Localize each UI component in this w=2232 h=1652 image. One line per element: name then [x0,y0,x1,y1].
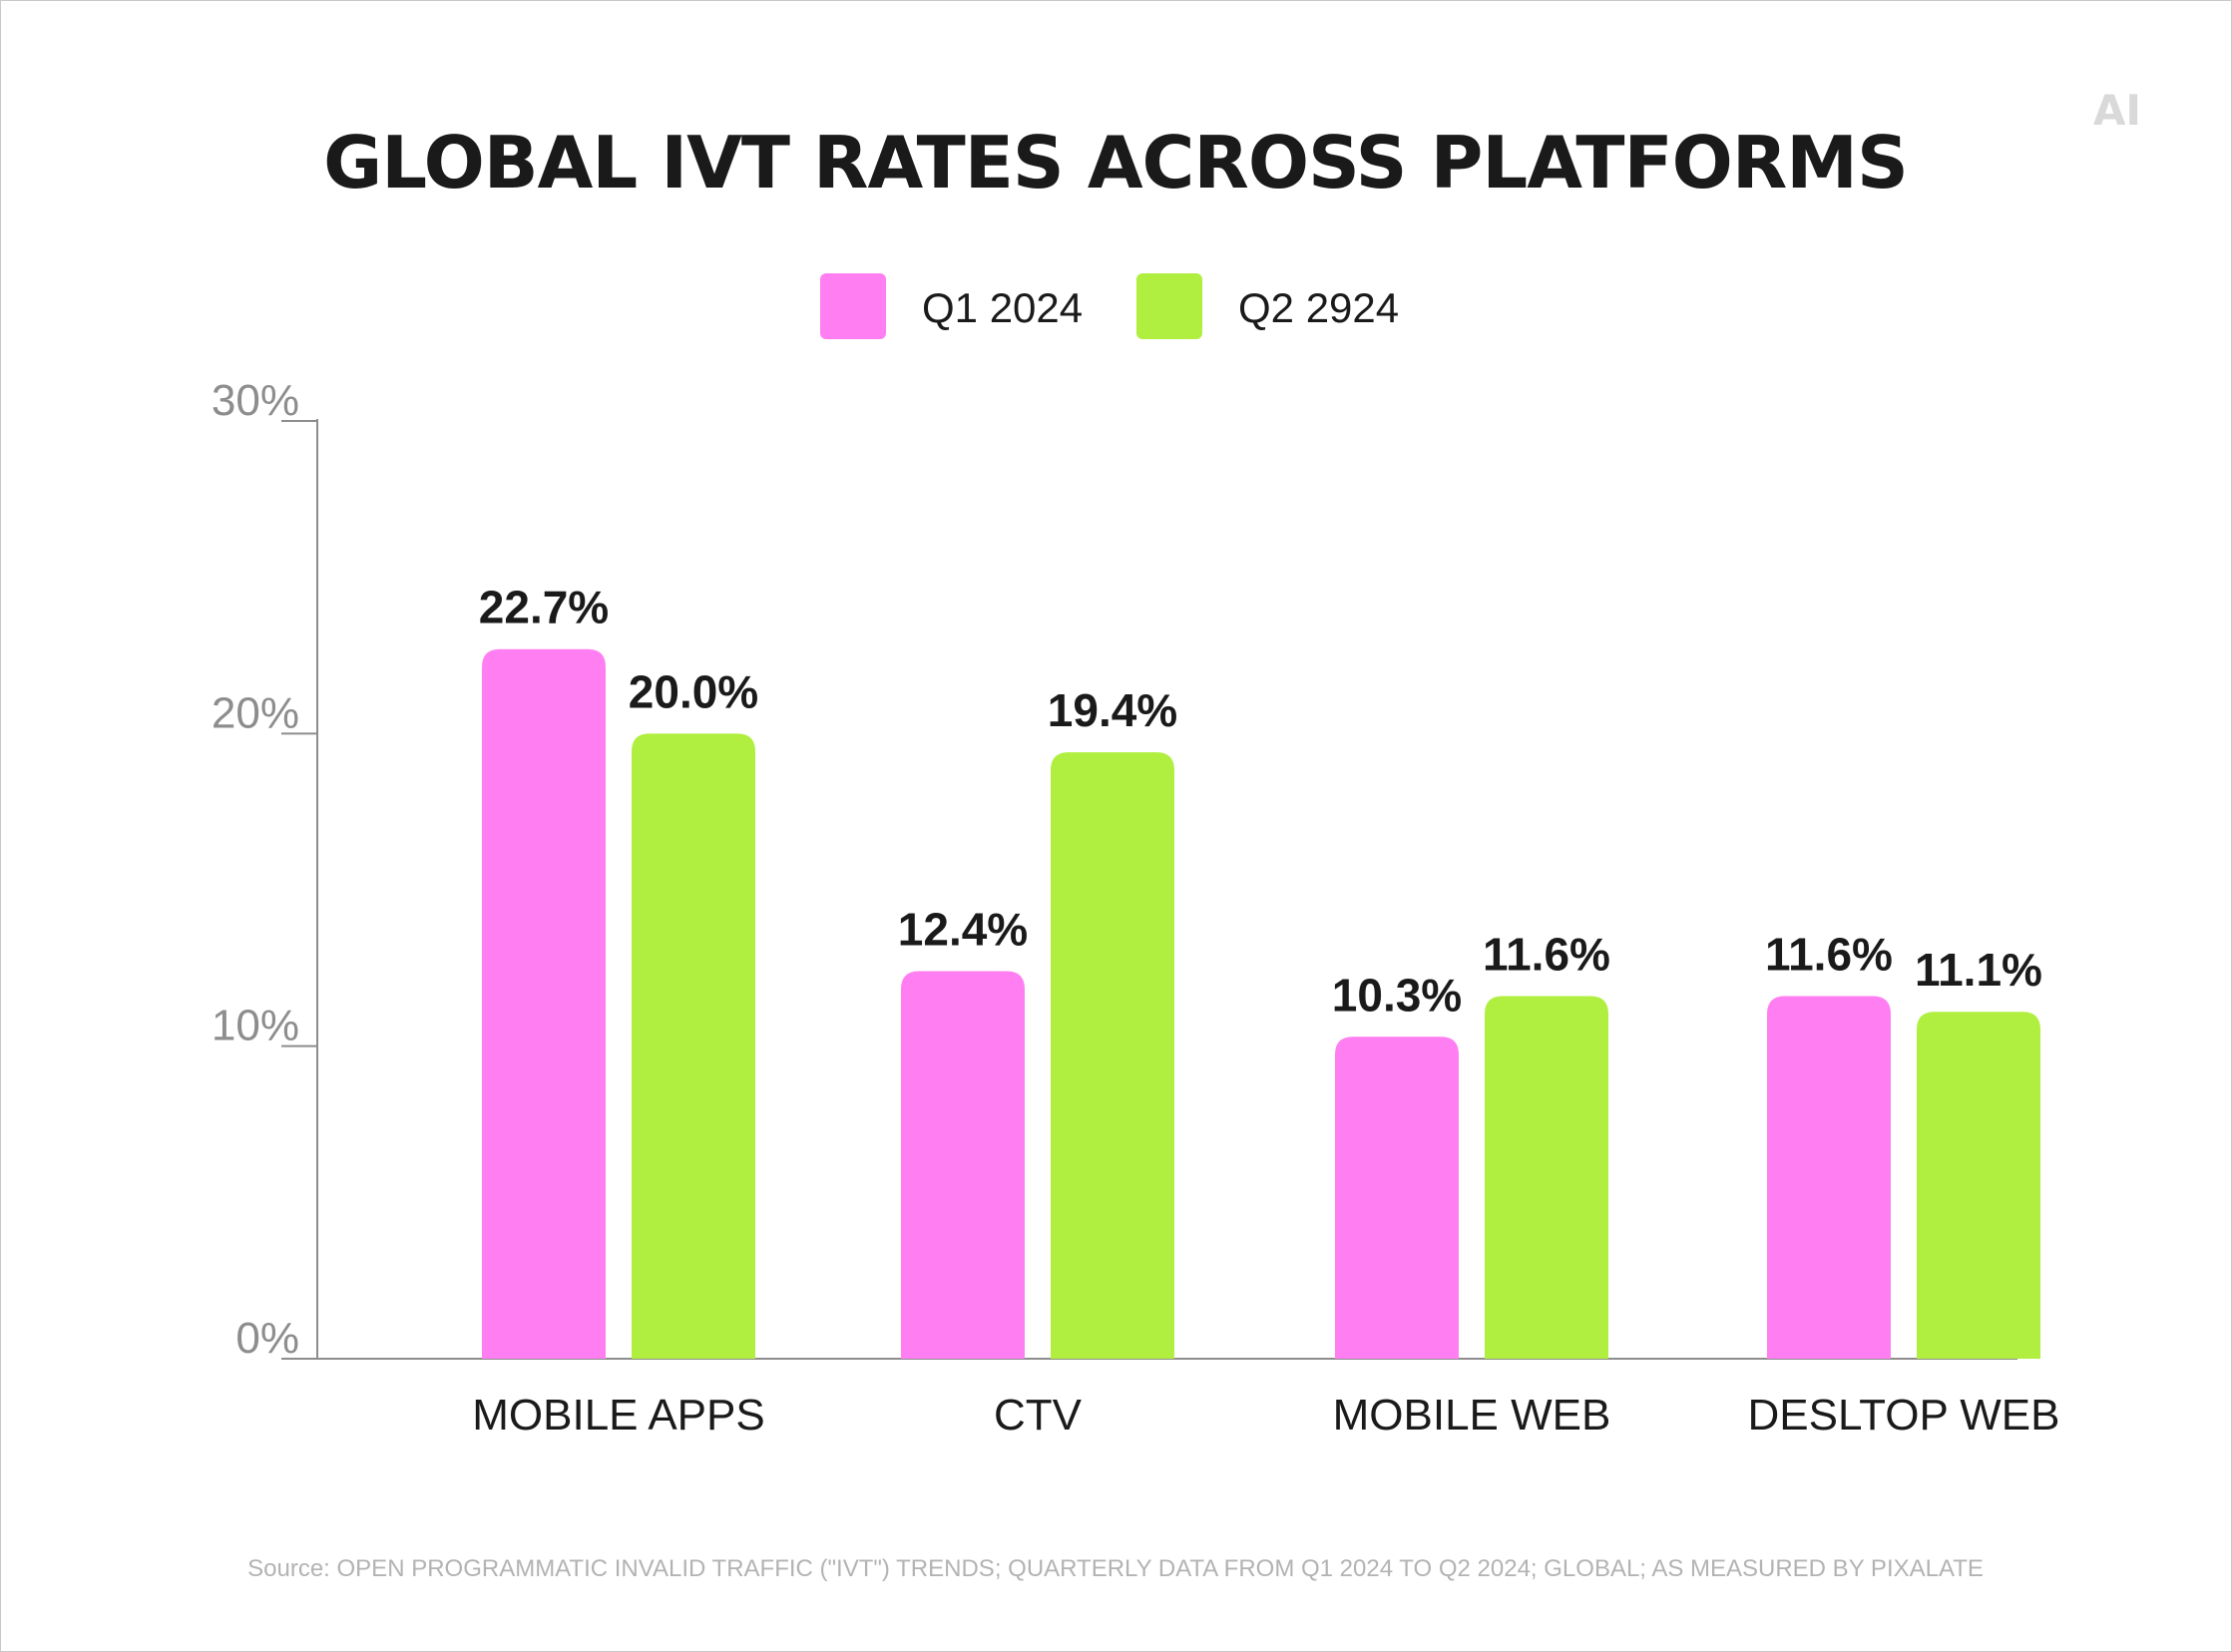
legend-swatch-2 [1136,273,1202,339]
source-note: Source: OPEN PROGRAMMATIC INVALID TRAFFI… [247,1555,1984,1582]
brand-logo: AI [2093,86,2141,135]
bar-value-label: 11.1% [1915,944,2042,996]
bar-q2-mobile-web [1485,996,1608,1359]
legend: Q1 2024 Q2 2924 [820,273,1399,339]
category-label: CTV [994,1391,1083,1440]
bar-value-label: 11.6% [1483,929,1610,981]
bar-q1-ctv [901,971,1025,1359]
category-label: MOBILE APPS [472,1391,764,1440]
category-label: DESLTOP WEB [1748,1391,2060,1440]
category-label: MOBILE WEB [1333,1391,1611,1440]
bar-q1-mobile-web [1335,1036,1459,1359]
bar-q2-ctv [1051,752,1174,1359]
x-axis: MOBILE APPS CTV MOBILE WEB DESLTOP WEB [472,1391,2059,1440]
y-tick-label: 30% [212,376,299,425]
chart-title: GLOBAL IVT RATES ACROSS PLATFORMS [323,121,1908,205]
bar-q2-mobile-apps [632,733,755,1359]
legend-label-2: Q2 2924 [1238,284,1399,331]
bar-q1-mobile-apps [482,648,606,1359]
bar-value-label: 20.0% [629,665,758,717]
y-tick-label: 0% [235,1314,299,1363]
bar-group: 22.7% 20.0% 12.4% 19.4% 10.3% 11.6% 11.6% 11.1% [479,582,2042,1359]
y-tick-label: 20% [212,688,299,737]
bar-q1-desltop-web [1767,996,1891,1359]
y-tick-label: 10% [212,1002,299,1050]
bar-value-label: 19.4% [1048,684,1177,736]
legend-swatch-1 [820,273,886,339]
y-axis: 0% 10% 20% 30% [212,376,2017,1363]
bar-value-label: 10.3% [1332,969,1462,1021]
bar-value-label: 22.7% [479,582,609,633]
bar-value-label: 12.4% [898,903,1028,955]
bar-value-label: 11.6% [1765,929,1893,981]
legend-label-1: Q1 2024 [922,284,1083,331]
bar-q2-desltop-web [1917,1012,2040,1359]
